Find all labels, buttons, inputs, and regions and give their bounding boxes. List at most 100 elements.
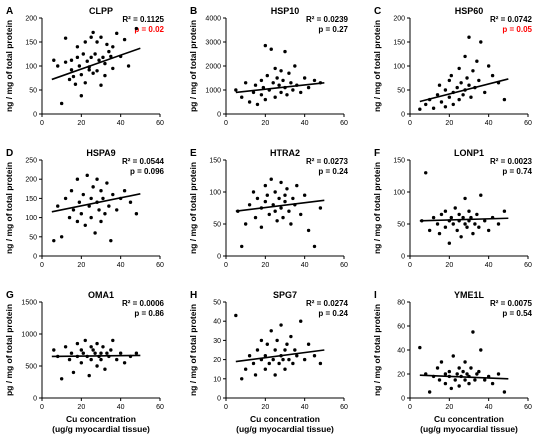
data-point — [122, 37, 127, 42]
data-point — [279, 90, 283, 95]
panel-title: CLPP — [89, 6, 113, 16]
data-point — [299, 319, 303, 323]
data-point — [122, 361, 127, 365]
x-tick-label: 0 — [224, 262, 228, 269]
data-point — [115, 31, 119, 36]
data-point — [79, 348, 84, 352]
data-point — [283, 199, 287, 204]
p-value: p = 0.02 — [134, 25, 164, 34]
data-point — [471, 330, 475, 334]
y-axis-label: ng / mg of total protein — [4, 162, 14, 254]
data-point — [67, 357, 72, 362]
data-point — [87, 373, 91, 378]
data-point — [91, 185, 95, 189]
x-tick-label: 0 — [40, 404, 44, 411]
data-point — [79, 94, 84, 98]
r-squared: R² = 0.0006 — [122, 299, 165, 308]
data-point — [277, 196, 281, 201]
data-point — [265, 342, 269, 346]
y-tick-label: 4000 — [205, 16, 221, 23]
p-value: p = 0.86 — [134, 309, 164, 318]
data-point — [95, 177, 99, 181]
data-point — [475, 212, 479, 217]
data-point — [85, 173, 89, 178]
y-tick-label: 0 — [33, 254, 37, 261]
y-tick-label: 0 — [33, 112, 37, 119]
y-tick-label: 20 — [397, 372, 405, 379]
x-tick-label: 40 — [301, 120, 309, 127]
data-point — [279, 180, 283, 185]
data-point — [255, 348, 260, 352]
x-tick-label: 20 — [261, 404, 269, 411]
data-point — [79, 212, 84, 216]
data-point — [273, 95, 277, 99]
data-point — [443, 225, 448, 229]
data-point — [75, 55, 80, 60]
x-axis-label-line: Cu concentration — [434, 414, 504, 424]
data-point — [107, 49, 111, 54]
x-axis-label-line: (ug/g myocardial tissue) — [236, 424, 334, 434]
data-point — [247, 100, 252, 104]
data-point — [273, 373, 277, 377]
panel-title: YME1L — [454, 290, 485, 300]
data-point — [97, 208, 101, 212]
data-point — [263, 97, 268, 102]
x-tick-label: 20 — [77, 262, 85, 269]
data-point — [457, 66, 461, 71]
data-point — [457, 97, 461, 102]
data-point — [263, 199, 268, 204]
data-point — [134, 26, 139, 31]
trend-line — [51, 47, 141, 81]
data-point — [439, 100, 444, 104]
y-tick-label: 200 — [25, 16, 37, 23]
data-point — [97, 58, 101, 62]
data-point — [59, 101, 64, 106]
data-point — [251, 90, 256, 95]
data-point — [99, 35, 103, 39]
data-point — [93, 351, 97, 355]
data-point — [443, 88, 448, 92]
data-point — [265, 193, 269, 197]
y-tick-label: 150 — [393, 40, 405, 47]
data-point — [240, 377, 244, 381]
y-tick-label: 150 — [393, 158, 405, 165]
y-axis-label: ng / mg of total protein — [188, 304, 198, 396]
x-tick-label: 40 — [485, 262, 493, 269]
trend-line — [235, 82, 325, 94]
y-axis-label: ng / mg of total protein — [4, 20, 14, 112]
data-point — [69, 189, 74, 193]
data-point — [490, 381, 495, 386]
y-tick-label: 2000 — [205, 64, 221, 71]
data-point — [449, 386, 453, 391]
panel-title: SPG7 — [273, 290, 297, 300]
data-point — [461, 93, 465, 97]
data-point — [418, 107, 422, 111]
y-tick-label: 200 — [25, 177, 37, 184]
data-point — [469, 95, 473, 99]
data-point — [63, 60, 68, 64]
r-squared: R² = 0.0023 — [490, 157, 533, 166]
y-tick-label: 100 — [25, 64, 37, 71]
data-point — [443, 209, 448, 213]
x-tick-label: 60 — [156, 404, 164, 411]
r-squared: R² = 0.0742 — [490, 15, 533, 24]
data-point — [287, 357, 291, 362]
trend-line — [235, 349, 325, 363]
data-point — [281, 357, 285, 362]
data-point — [126, 64, 131, 68]
data-point — [240, 244, 244, 249]
data-point — [483, 378, 487, 382]
p-value: p = 0.24 — [318, 309, 348, 318]
data-point — [105, 351, 109, 355]
data-point — [285, 93, 289, 97]
data-point — [418, 345, 422, 350]
x-tick-label: 20 — [445, 404, 453, 411]
data-point — [471, 69, 475, 73]
panel-f: F LONP1 0 50 100 150 0 20 40 60 ng / mg of total p… — [372, 148, 533, 269]
data-point — [103, 212, 107, 216]
y-tick-label: 30 — [213, 338, 221, 345]
data-point — [287, 71, 291, 75]
y-axis-label: ng / mg of total protein — [372, 162, 382, 254]
y-tick-label: 500 — [25, 364, 37, 371]
